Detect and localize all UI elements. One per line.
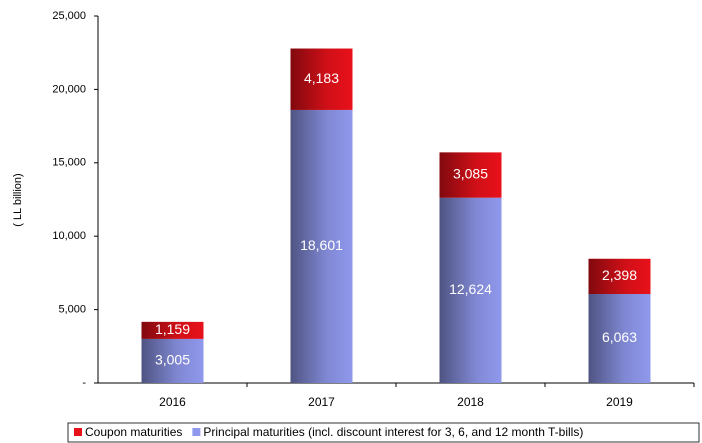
bar-shade <box>588 293 651 383</box>
bar-shade <box>290 48 353 110</box>
y-tick-label: 10,000 <box>52 230 86 242</box>
data-label: 3,005 <box>155 352 190 368</box>
legend-label: Coupon maturities <box>85 425 182 439</box>
bar-shade <box>141 338 204 383</box>
y-tick-label: 20,000 <box>52 83 86 95</box>
bar-shade <box>290 109 353 383</box>
data-label: 12,624 <box>449 281 492 297</box>
data-label: 1,159 <box>155 321 190 337</box>
x-tick-label: 2017 <box>308 395 335 409</box>
y-tick-label: 5,000 <box>58 304 86 316</box>
data-label: 6,063 <box>602 329 637 345</box>
y-tick-label: 25,000 <box>52 10 86 22</box>
y-axis-label: ( LL billion) <box>12 173 24 226</box>
y-tick-label: - <box>82 377 86 389</box>
data-label: 2,398 <box>602 267 637 283</box>
x-tick-label: 2018 <box>457 395 484 409</box>
bar-shade <box>588 258 651 294</box>
data-label: 3,085 <box>453 166 488 182</box>
legend-swatch <box>192 428 201 436</box>
bar-shade <box>439 197 502 383</box>
y-tick-label: 15,000 <box>52 157 86 169</box>
bar-shade <box>439 152 502 198</box>
legend-label: Principal maturities (incl. discount int… <box>203 425 583 439</box>
data-label: 4,183 <box>304 70 339 86</box>
x-tick-label: 2019 <box>606 395 633 409</box>
legend <box>67 422 700 443</box>
data-label: 18,601 <box>300 237 343 253</box>
bar-shade <box>141 321 204 339</box>
x-tick-label: 2016 <box>159 395 186 409</box>
legend-swatch <box>74 428 82 436</box>
